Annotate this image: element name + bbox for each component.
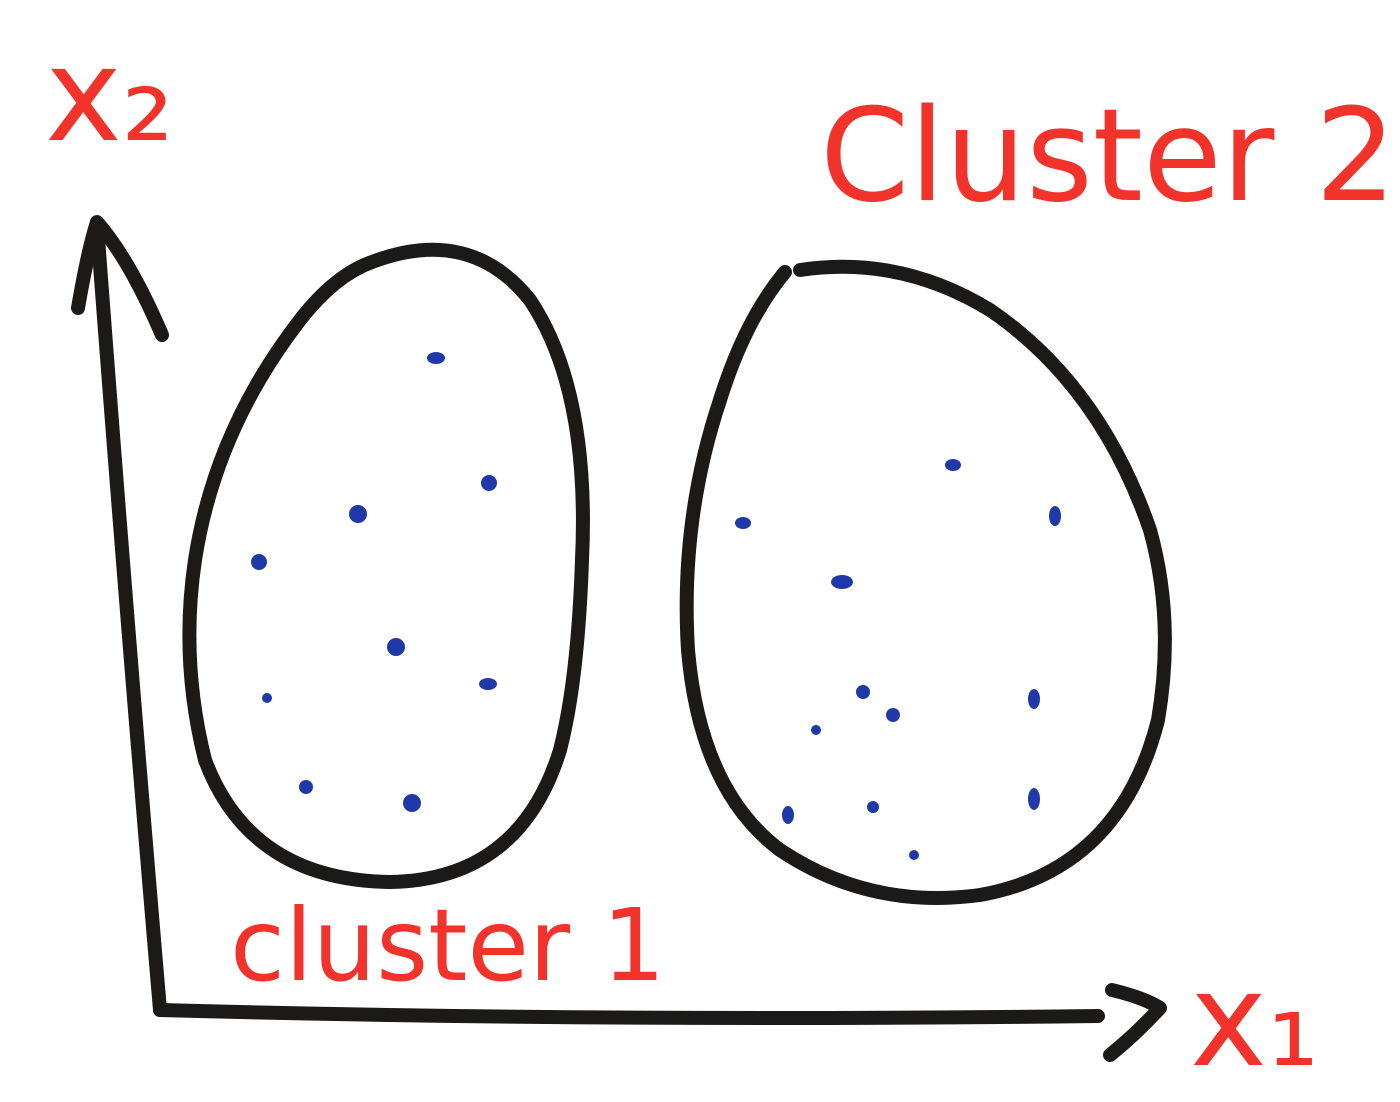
cluster-1-outline xyxy=(182,242,590,889)
point xyxy=(481,475,497,491)
point xyxy=(251,554,267,570)
point xyxy=(299,780,313,794)
y-axis-arrowhead xyxy=(71,215,169,342)
x-axis-arrowhead xyxy=(1103,983,1167,1062)
point xyxy=(349,505,367,523)
point xyxy=(387,638,405,656)
point xyxy=(909,850,919,860)
point xyxy=(856,685,870,699)
y-axis xyxy=(90,218,167,1017)
point xyxy=(479,678,497,690)
cluster-2-outline xyxy=(679,259,1172,905)
point xyxy=(1028,788,1040,810)
point xyxy=(782,806,794,824)
cluster-1-points xyxy=(251,352,497,812)
point xyxy=(867,801,879,813)
point xyxy=(427,352,445,364)
cluster-label: Cluster 2 xyxy=(820,82,1396,231)
cluster-label: cluster 1 xyxy=(230,887,666,1004)
point xyxy=(262,693,272,703)
point xyxy=(886,708,900,722)
point xyxy=(1049,506,1061,526)
y-axis-label: x₂ xyxy=(45,19,174,171)
point xyxy=(811,725,821,735)
point xyxy=(403,794,421,812)
point xyxy=(1028,689,1040,709)
point xyxy=(735,517,751,529)
cluster-2-points xyxy=(735,459,1061,860)
x-axis-label: x₁ xyxy=(1190,944,1319,1096)
point xyxy=(945,459,961,471)
x-axis xyxy=(153,1003,1105,1025)
point xyxy=(831,575,853,589)
